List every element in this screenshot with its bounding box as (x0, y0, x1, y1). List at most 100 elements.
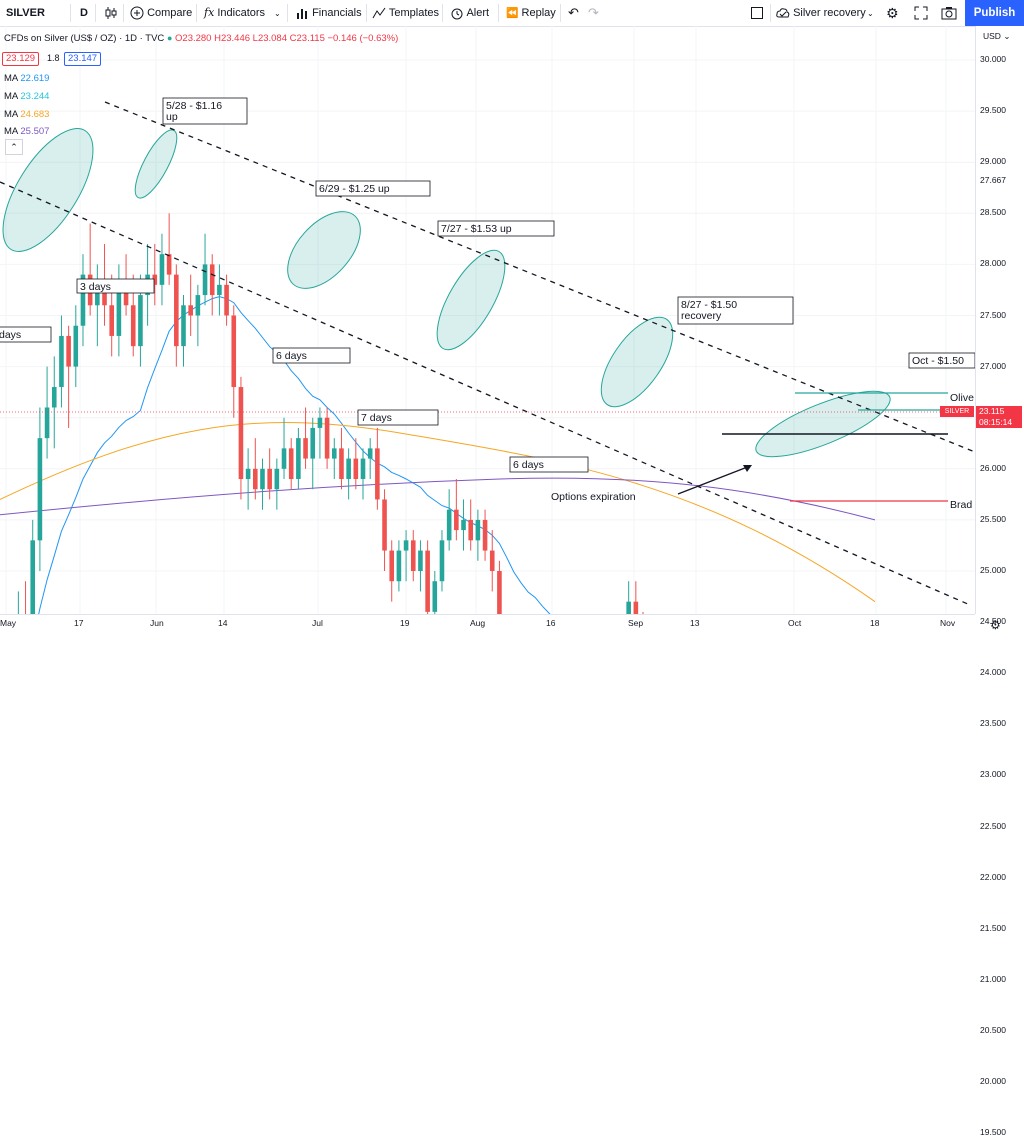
price-tick-label: 26.000 (980, 462, 1006, 473)
redo-icon: ↷ (588, 5, 599, 20)
candle-body (130, 305, 136, 347)
price-tick-label: 29.500 (980, 105, 1006, 116)
candle-body (202, 264, 208, 296)
highlight-oval (134, 129, 178, 199)
ohlc-values: O23.280 H23.446 L23.084 C23.115 −0.146 (… (175, 33, 399, 44)
candle-body (253, 468, 258, 490)
annotation-text: 6/29 - $1.25 up (319, 183, 390, 195)
compare-label: Compare (147, 7, 193, 19)
chevron-down-icon: ⌄ (867, 9, 874, 18)
ma-legend-1[interactable]: MA 22.619 (4, 73, 49, 84)
annotation-text: 5/28 - $1.16 (166, 100, 222, 112)
indicators-button[interactable]: fx Indicators (204, 0, 265, 26)
bar-countdown: 08:15:14 (979, 417, 1013, 427)
candle-body (238, 387, 244, 480)
ma-label: MA (4, 109, 18, 120)
time-tick-label: Aug (470, 618, 486, 628)
undo-button[interactable]: ↶ (568, 0, 579, 26)
candle-body (274, 468, 280, 490)
candle-body (633, 601, 639, 614)
toolbar-divider (70, 4, 71, 22)
layout-name-button[interactable]: Silver recovery (776, 0, 866, 26)
candle-body (80, 274, 86, 326)
candle-body (346, 458, 351, 480)
moving-average-line (0, 422, 876, 603)
candle-body (231, 315, 237, 388)
time-tick-label: 14 (218, 618, 228, 628)
candle-body (410, 540, 416, 571)
time-axis[interactable] (0, 614, 975, 641)
candle-body (375, 448, 380, 500)
candle-body (353, 458, 359, 480)
axis-settings-button[interactable]: ⚙ (990, 618, 1001, 632)
currency-selector[interactable]: USD ⌄ (983, 31, 1011, 41)
price-axis-marker: 27.667 (980, 175, 1006, 185)
annotation-text: 6 days (513, 459, 544, 471)
time-tick-label: 13 (690, 618, 700, 628)
snapshot-button[interactable] (941, 0, 957, 26)
candle-body (181, 305, 186, 347)
alert-label: Alert (466, 7, 490, 19)
candle-body (73, 325, 79, 367)
candle-body (288, 448, 294, 480)
symbol-search[interactable]: SILVER (6, 7, 45, 19)
layout-dropdown[interactable]: ⌄ (867, 0, 874, 26)
alert-button[interactable]: Alert (450, 0, 489, 26)
candle-body (382, 499, 387, 551)
price-tick-label: 28.500 (980, 207, 1006, 218)
replay-button[interactable]: ⏪ Replay (506, 0, 556, 26)
fx-icon: fx (204, 6, 215, 19)
settings-button[interactable]: ⚙ (886, 0, 899, 26)
candle-body (37, 438, 43, 541)
currency-label: USD (983, 31, 1001, 41)
ma-legend-2[interactable]: MA 23.244 (4, 91, 49, 102)
annotation-text: Brad (950, 499, 972, 511)
square-icon (751, 7, 763, 20)
ma-legend-4[interactable]: MA 25.507 (4, 126, 49, 137)
redo-button[interactable]: ↷ (588, 0, 599, 26)
candle-body (209, 264, 215, 296)
chart-grid (0, 26, 975, 614)
last-price-label: 23.115 08:15:14 (976, 406, 1022, 428)
fullscreen-button[interactable] (914, 0, 928, 26)
annotation-text: up (166, 111, 178, 123)
price-tick-label: 23.000 (980, 769, 1006, 780)
annotation-box (315, 180, 431, 197)
moving-averages (0, 296, 876, 614)
candle-body (396, 550, 402, 582)
interval-button[interactable]: D (80, 7, 88, 19)
chart-style-button[interactable] (104, 0, 118, 26)
legend-collapse-button[interactable]: ⌃ (5, 139, 23, 155)
options-arrow-head (743, 465, 752, 472)
price-tick-label: 25.000 (980, 565, 1006, 575)
candle-body (310, 427, 316, 459)
moving-average-line (38, 296, 551, 614)
financials-button[interactable]: Financials (295, 0, 362, 26)
rewind-icon: ⏪ (506, 8, 519, 19)
annotation-text: days (0, 329, 21, 341)
price-axis[interactable] (975, 26, 1024, 614)
toolbar-divider (366, 4, 367, 22)
highlight-oval (600, 316, 674, 408)
price-tick-label: 27.500 (980, 309, 1006, 320)
templates-button[interactable]: Templates (372, 0, 439, 26)
compare-button[interactable]: Compare (130, 0, 192, 26)
indicator-templates-dropdown[interactable]: ⌄ (274, 0, 281, 26)
annotation-box (437, 220, 555, 237)
annotation-box (0, 326, 52, 343)
candle-body (102, 284, 107, 306)
publish-button[interactable]: Publish (965, 0, 1024, 26)
ma-legend-3[interactable]: MA 24.683 (4, 109, 49, 120)
fullscreen-layout-button[interactable] (750, 0, 764, 26)
camera-icon (941, 7, 957, 20)
highlight-oval (436, 249, 506, 351)
candle-body (367, 448, 373, 459)
layout-name-label: Silver recovery (793, 7, 866, 19)
time-tick-label: 17 (74, 618, 84, 628)
time-tick-label: 19 (400, 618, 410, 628)
annotation-box (908, 352, 975, 369)
ma-value: 23.244 (20, 91, 50, 102)
sell-price-box[interactable]: 23.129 (2, 52, 40, 66)
buy-price-box[interactable]: 23.147 (64, 52, 102, 66)
